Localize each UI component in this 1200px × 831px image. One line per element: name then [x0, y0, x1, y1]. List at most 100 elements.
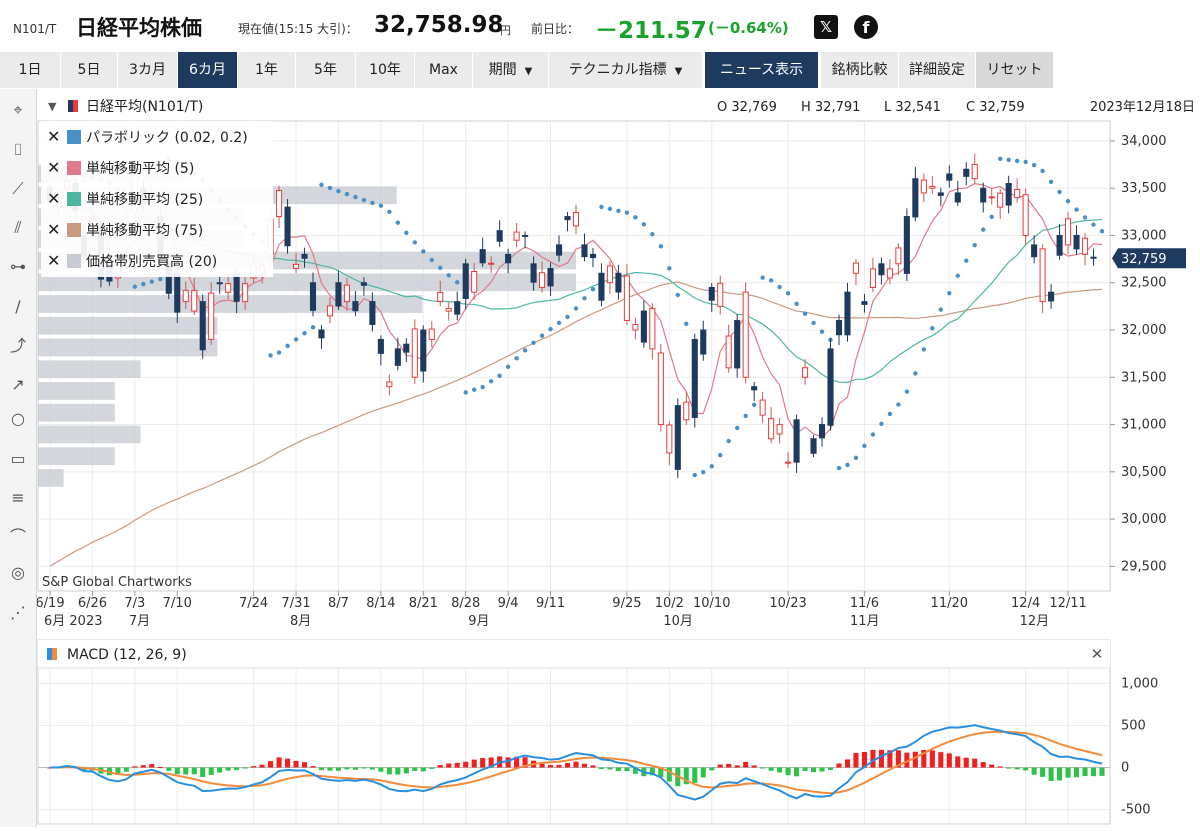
crosshair-icon[interactable]: ⌖	[13, 100, 23, 119]
period-button-5d[interactable]: 5日	[61, 52, 118, 88]
macd-histogram-bar	[564, 762, 571, 768]
sar-dot	[378, 203, 384, 208]
candle-body	[360, 282, 367, 286]
candle-body	[666, 424, 673, 454]
period-button-1y[interactable]: 1年	[238, 52, 296, 88]
remove-indicator-icon[interactable]: ✕	[47, 251, 61, 270]
candle-body	[386, 381, 393, 388]
sar-dot	[947, 291, 952, 296]
period-button-5y[interactable]: 5年	[296, 52, 356, 88]
remove-indicator-icon[interactable]: ✕	[47, 189, 61, 208]
circle-tool-icon[interactable]: ○	[11, 409, 25, 428]
multi-line-icon[interactable]: ⫽	[14, 218, 22, 237]
rectangle-tool-icon[interactable]: ▭	[10, 449, 26, 468]
legend-item-parabolic[interactable]: ✕ パラボリック (0.02, 0.2)	[47, 127, 248, 147]
news-toggle-button[interactable]: ニュース表示	[705, 52, 819, 88]
arrow-line-icon[interactable]: ↗	[11, 375, 25, 394]
macd-histogram-bar	[819, 767, 825, 772]
sar-dot	[701, 470, 706, 475]
settings-button[interactable]: 詳細設定	[899, 52, 976, 88]
macd-tick-label: 500	[1121, 718, 1146, 733]
collapse-triangle-icon[interactable]: ▼	[48, 100, 57, 113]
macd-histogram-bar	[1048, 767, 1054, 781]
macd-histogram-bar	[666, 767, 672, 782]
fibonacci-lines-icon[interactable]: ≡	[11, 488, 25, 507]
macd-histogram-bar	[1090, 767, 1097, 777]
candle-body	[649, 308, 656, 350]
candle-body	[903, 216, 910, 274]
legend-item-sma25[interactable]: ✕ 単純移動平均 (25)	[47, 189, 203, 209]
sar-dot	[531, 340, 536, 345]
sar-dot	[760, 275, 765, 280]
macd-histogram-bar	[318, 767, 325, 771]
sar-dot	[777, 284, 782, 290]
month-label: 10月	[663, 614, 693, 629]
date-tick-label: 7/24	[239, 596, 268, 611]
candle-body	[411, 328, 418, 378]
price-tick-label: 33,000	[1121, 228, 1167, 243]
ray-line-icon[interactable]: ∕	[15, 297, 21, 316]
sar-dot	[1065, 198, 1071, 204]
facebook-icon[interactable]: f	[854, 15, 878, 39]
trend-line-icon[interactable]: ⟋	[12, 179, 24, 198]
horizontal-segment-icon[interactable]: ⊶	[10, 257, 26, 276]
reset-button[interactable]: リセット	[976, 52, 1054, 88]
volume-by-price-bar	[38, 382, 115, 400]
polyline-icon[interactable]: ⤴	[9, 336, 26, 355]
text-tool-icon[interactable]: ⌷	[13, 140, 23, 159]
candle-body	[1081, 237, 1089, 255]
date-tick-label: 10/2	[655, 596, 684, 611]
macd-histogram-bar	[522, 757, 528, 768]
macd-histogram-bar	[743, 761, 749, 768]
ticker-code: N101/T	[13, 22, 57, 36]
remove-indicator-icon[interactable]: ✕	[47, 220, 61, 239]
sar-dot	[997, 156, 1003, 161]
price-tick-label: 33,500	[1121, 181, 1167, 196]
macd-histogram-bar	[598, 767, 604, 770]
legend-swatch	[67, 130, 81, 144]
sar-dot	[141, 281, 146, 287]
candle-body	[208, 292, 215, 340]
candle-body	[844, 291, 851, 336]
candle-body	[895, 247, 902, 265]
sar-dot	[989, 214, 994, 220]
concentric-circles-icon[interactable]: ◎	[11, 563, 25, 582]
candle-body	[199, 301, 206, 351]
macd-color-icon	[47, 648, 52, 660]
legend-item-sma75[interactable]: ✕ 単純移動平均 (75)	[47, 220, 203, 240]
range-dropdown[interactable]: 期間 ▼	[473, 52, 549, 88]
period-button-3m[interactable]: 3カ月	[118, 52, 178, 88]
candle-body	[869, 268, 876, 288]
arc-tool-icon[interactable]: ⌒	[9, 527, 26, 546]
scatter-tool-icon[interactable]: ⋰	[10, 603, 26, 622]
candle-body	[522, 234, 529, 237]
legend-item-vbp[interactable]: ✕ 価格帯別売買高 (20)	[47, 251, 217, 271]
compare-button[interactable]: 銘柄比較	[821, 52, 899, 88]
volume-by-price-bar	[38, 338, 218, 357]
legend-item-sma5[interactable]: ✕ 単純移動平均 (5)	[47, 158, 194, 178]
candle-body	[335, 282, 342, 307]
period-button-10y[interactable]: 10年	[356, 52, 415, 88]
candle-body	[912, 178, 919, 218]
sar-dot	[1023, 159, 1028, 165]
period-button-max[interactable]: Max	[415, 52, 473, 88]
macd-histogram-bar	[658, 767, 664, 777]
macd-histogram-bar	[929, 750, 935, 768]
drawing-tools-sidebar: ⌖ ⌷ ⟋ ⫽ ⊶ ∕ ⤴ ↗ ○ ▭ ≡ ⌒ ◎ ⋰	[0, 89, 37, 827]
macd-histogram-bar	[921, 750, 927, 768]
sar-dot	[438, 265, 443, 271]
macd-histogram-bar	[1082, 767, 1088, 777]
macd-y-axis: 1,000 500 0 -500	[1121, 676, 1158, 817]
remove-indicator-icon[interactable]: ✕	[47, 127, 61, 146]
technical-dropdown[interactable]: テクニカル指標 ▼	[549, 52, 703, 88]
candle-body	[225, 283, 232, 293]
legend-label: 単純移動平均 (5)	[86, 161, 195, 177]
date-tick-label: 11/6	[850, 596, 879, 611]
x-logo-icon[interactable]: 𝕏	[814, 15, 838, 39]
period-button-6m[interactable]: 6カ月	[178, 52, 238, 88]
period-button-1d[interactable]: 1日	[0, 52, 61, 88]
macd-histogram-bar	[581, 763, 588, 768]
remove-indicator-icon[interactable]: ✕	[47, 158, 61, 177]
macd-histogram-bar	[997, 766, 1003, 768]
close-icon[interactable]: ✕	[1091, 645, 1104, 663]
